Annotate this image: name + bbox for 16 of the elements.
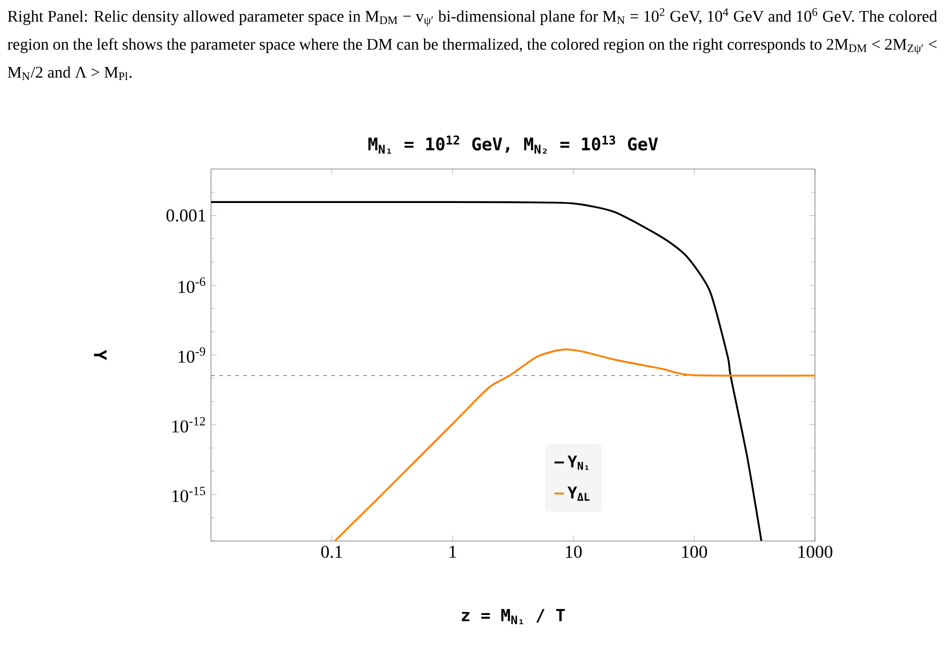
y-tick-label: 10$^{-9}$ <box>178 347 206 363</box>
y-tick-label: 10$^{-15}$ <box>172 486 206 502</box>
text: Right Panel: Relic density allowed parameter space in M$_{DM}$ − v$_{ψ′}$ bi-dimensional plane for M$_{N}$ = 10$^{2}$ GeV, 10$^{4}$ GeV and 10$^{6}$ GeV. The colored region on the left shows the parameter space where the DM can be thermalized, the colored region on the right corresponds to 2M$_{DM}$ < 2M$_{Zψ′}$ < M$_{N}$/2 and Λ > M$_{Pl}$. <box>8 8 938 80</box>
legend-label: Y$_{N₁}$ <box>568 456 589 470</box>
x-tick-label: 10 <box>566 546 582 558</box>
x-tick-label: 0.1 <box>321 546 342 558</box>
y-tick-label: 10$^{-12}$ <box>172 417 205 432</box>
y-axis-title: Y <box>94 350 107 360</box>
y-tick-label: 0.001 <box>166 209 206 222</box>
x-axis-title: z = M$_{N₁}$ / T <box>462 608 565 624</box>
y-tick-label: 10$^{-6}$ <box>178 278 206 293</box>
legend-label: Y$_{ΔL}$ <box>568 486 590 501</box>
x-tick-label: 100 <box>682 546 708 558</box>
x-tick-label: 1 <box>450 546 456 558</box>
x-tick-label: 1000 <box>798 546 832 558</box>
chart-title: M$_{N₁}$ = 10$^{12}$ GeV, M$_{N₂}$ = 10$^{13}$ GeV <box>368 135 658 154</box>
